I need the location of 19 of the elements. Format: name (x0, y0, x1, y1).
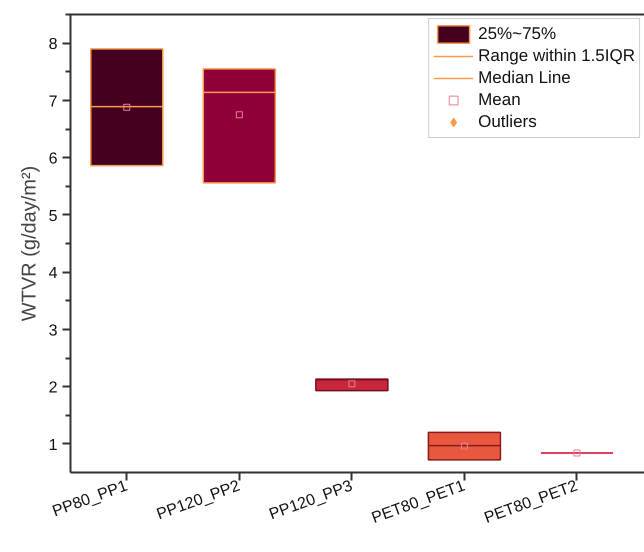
legend-label: Outliers (478, 111, 537, 133)
y-tick-label: 3 (48, 322, 58, 340)
point (573, 450, 580, 457)
y-axis-title: WTVR (g/day/m²) (18, 166, 41, 322)
y-tick-label: 7 (48, 93, 58, 110)
legend-label: Mean (478, 89, 521, 111)
point (123, 104, 130, 111)
y-tick-label: 6 (48, 150, 58, 168)
point (460, 442, 468, 450)
annotation: Range within 1.5IQR (478, 45, 635, 67)
y-tick-label: 4 (48, 265, 58, 282)
y-tick-label: 2 (48, 380, 58, 397)
legend-label: 25%~75% (478, 23, 556, 45)
annotation: Median Line (478, 67, 571, 89)
point (236, 111, 243, 118)
y-tick-label: 1 (48, 436, 58, 454)
y-tick-label: 8 (48, 36, 58, 54)
y-tick-label: 5 (48, 208, 58, 225)
point (348, 380, 356, 388)
